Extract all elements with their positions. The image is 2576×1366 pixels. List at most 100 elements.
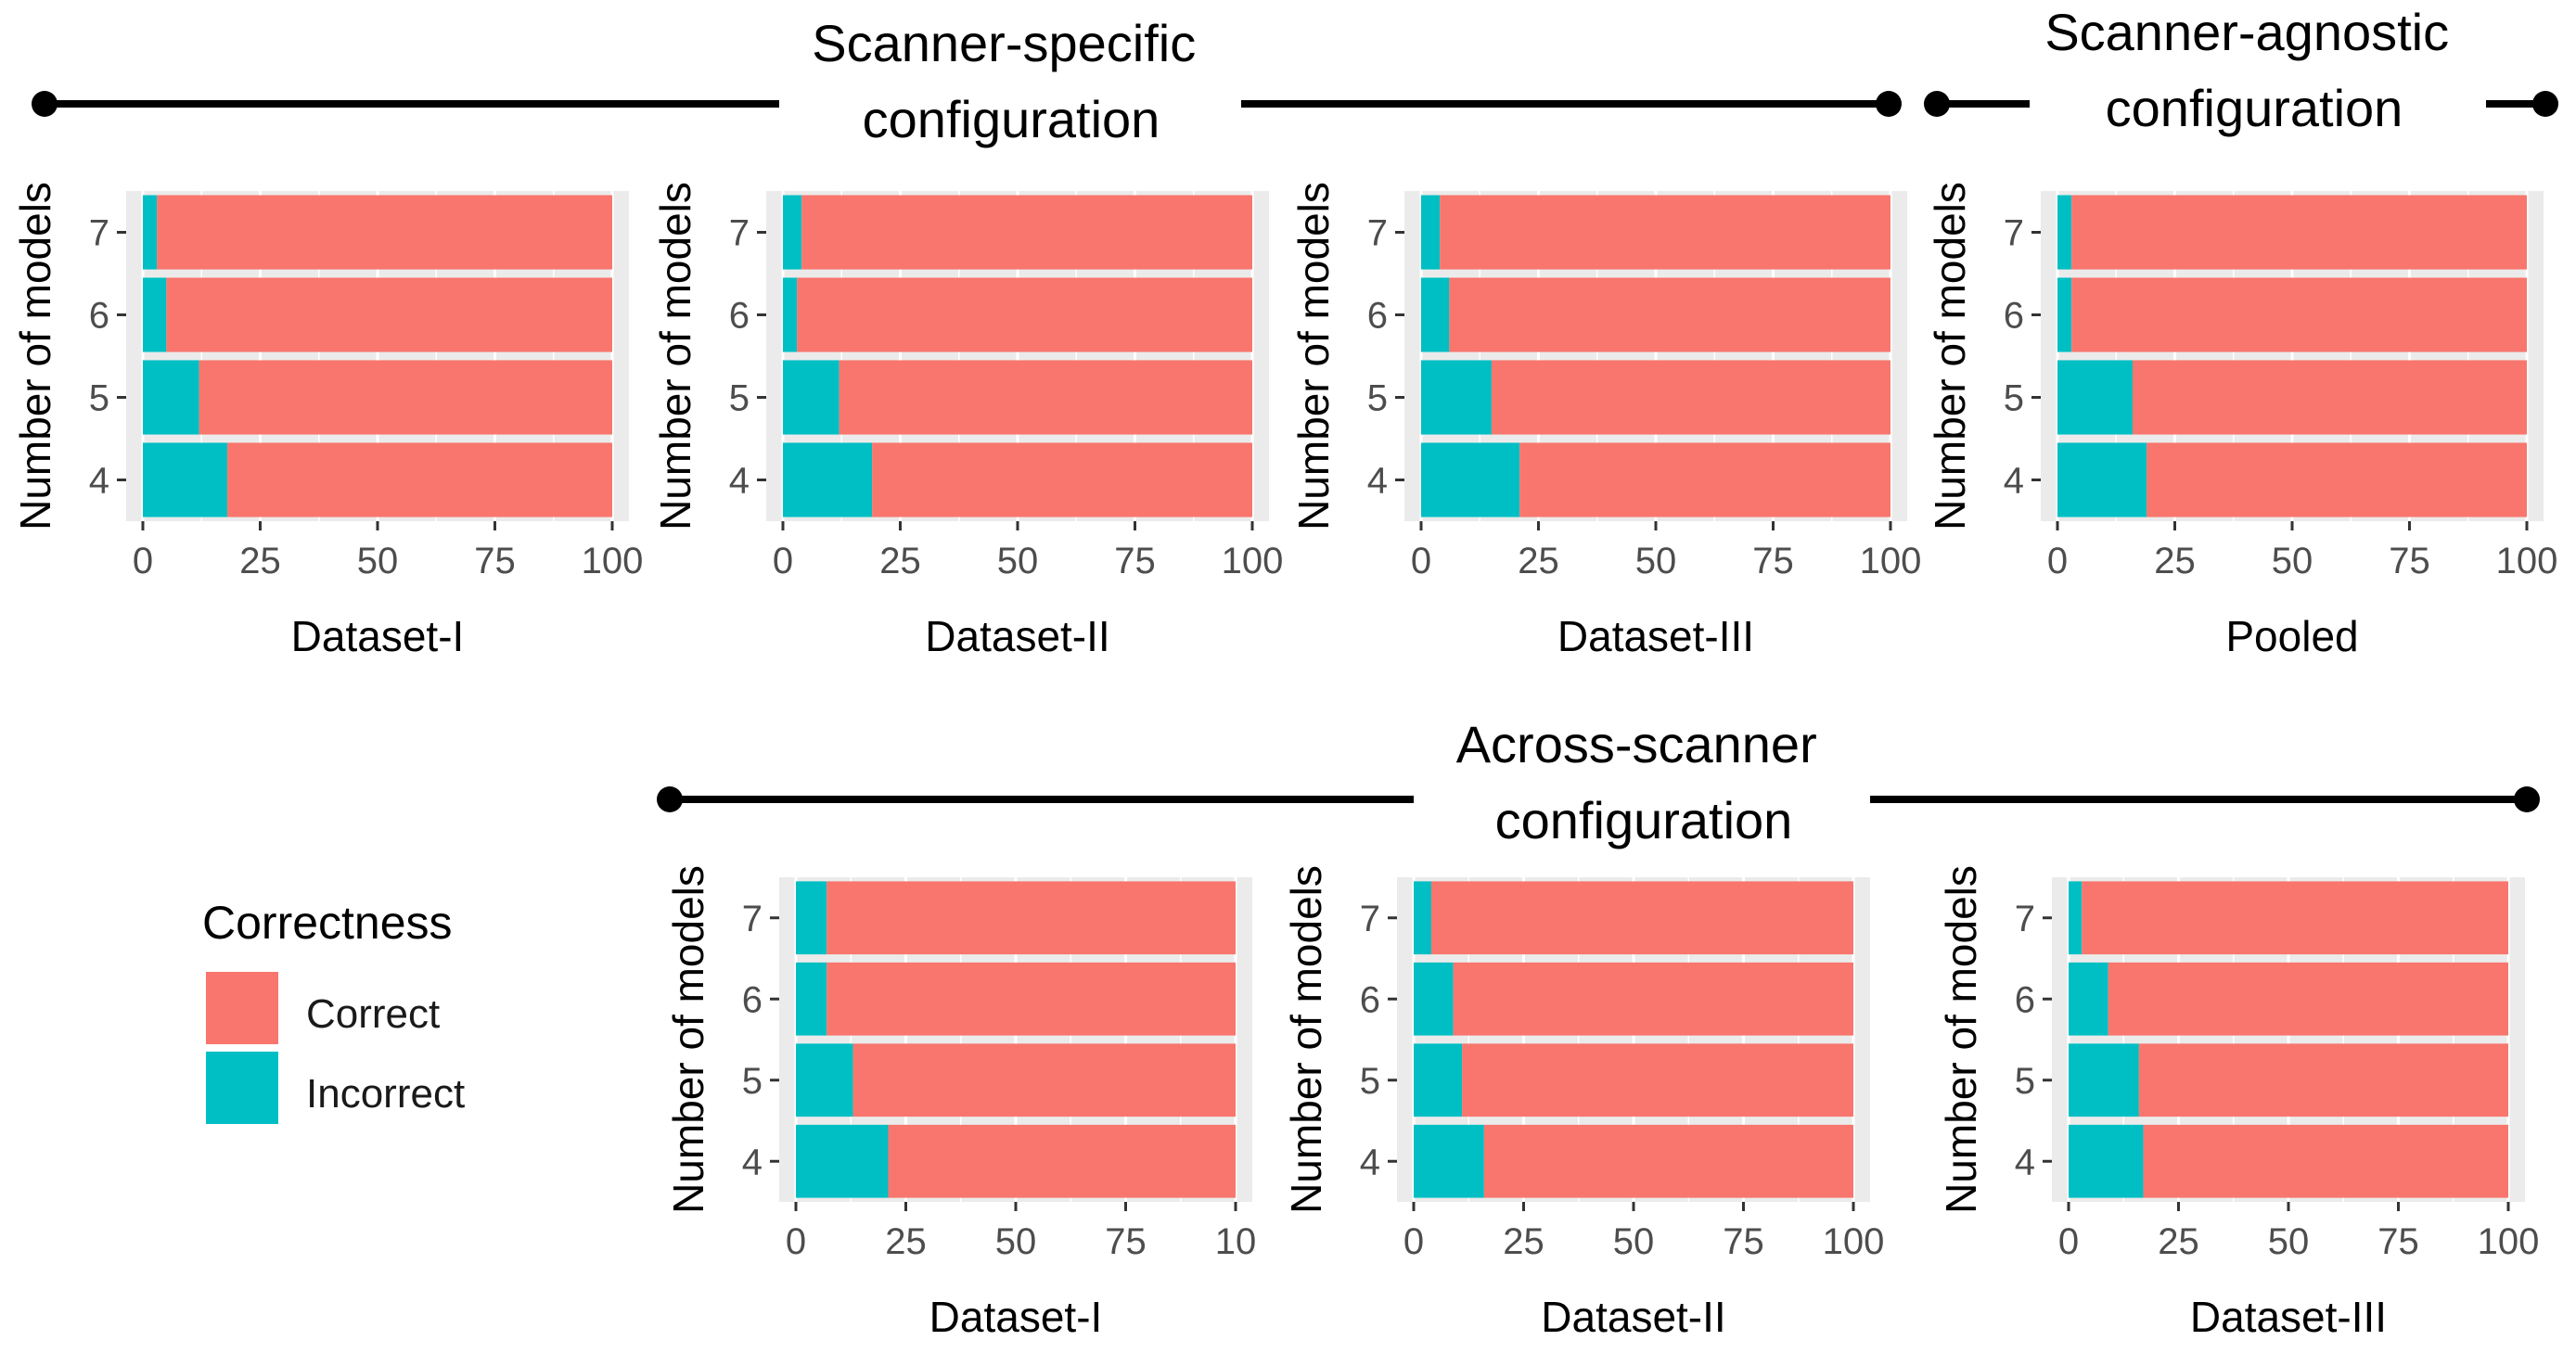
- y-axis-title: Number of models: [1289, 182, 1338, 530]
- bar-incorrect-7: [1421, 195, 1441, 270]
- bar-incorrect-6: [2069, 962, 2108, 1036]
- y-tick-label-7: 7: [742, 899, 763, 939]
- group-title-scanner-specific: Scanner-specific configuration: [812, 14, 1211, 148]
- x-tick-label: 25: [879, 541, 921, 581]
- bar-incorrect-7: [796, 881, 827, 955]
- y-tick-label-4: 4: [1360, 1142, 1380, 1182]
- bar-incorrect-4: [2057, 442, 2147, 517]
- bar-correct-6: [827, 962, 1236, 1036]
- x-tick-label: 0: [773, 541, 793, 581]
- group-title-line-2: configuration: [863, 90, 1160, 148]
- bar-incorrect-5: [143, 360, 199, 435]
- legend-label-correct: Correct: [306, 991, 440, 1037]
- bar-correct-6: [2108, 962, 2508, 1036]
- bar-incorrect-4: [1421, 442, 1520, 517]
- bar-incorrect-7: [2057, 195, 2072, 270]
- bar-correct-6: [2071, 277, 2527, 352]
- y-tick-label-4: 4: [742, 1142, 763, 1182]
- chart-panel-2: 4 5 6 7 0 25 50 75 100 Dataset-II Number of models: [651, 182, 1283, 660]
- bar-correct-5: [852, 1043, 1236, 1117]
- x-axis-title: Dataset-III: [2190, 1293, 2387, 1341]
- bar-incorrect-7: [2069, 881, 2083, 955]
- x-tick-label: 25: [885, 1221, 927, 1262]
- y-tick-label-5: 5: [2004, 378, 2024, 419]
- x-axis-title: Pooled: [2225, 612, 2358, 660]
- y-tick-label-5: 5: [729, 378, 750, 419]
- bar-incorrect-5: [1421, 360, 1492, 435]
- y-tick-label-5: 5: [89, 378, 109, 419]
- y-tick-label-4: 4: [2015, 1142, 2035, 1182]
- y-axis-title: Number of models: [11, 182, 59, 530]
- x-tick-label: 25: [239, 541, 281, 581]
- y-axis-title: Number of models: [1926, 182, 1974, 530]
- y-tick-label-7: 7: [729, 213, 750, 254]
- group-bracket-across-scanner: Across-scanner configuration: [657, 715, 2540, 849]
- x-tick-label: 100: [582, 541, 644, 581]
- group-bracket-scanner-specific: Scanner-specific configuration: [32, 14, 1902, 148]
- x-tick-label: 75: [474, 541, 516, 581]
- y-tick-label-6: 6: [1367, 296, 1388, 337]
- y-axis-title: Number of models: [1282, 865, 1330, 1214]
- x-axis-title: Dataset-I: [929, 1293, 1103, 1341]
- y-axis-title: Number of models: [664, 865, 712, 1214]
- bar-correct-5: [1491, 360, 1890, 435]
- y-tick-label-7: 7: [1367, 213, 1388, 254]
- x-tick-label: 25: [2154, 541, 2196, 581]
- y-tick-label-5: 5: [1360, 1061, 1380, 1102]
- bar-incorrect-7: [143, 195, 158, 270]
- chart-panel-1: 4 5 6 7 0 25 50 75 100 Dataset-I Number of models: [11, 182, 643, 660]
- group-title-line-1: Across-scanner: [1456, 715, 1817, 773]
- y-tick-label-7: 7: [1360, 899, 1380, 939]
- y-tick-label-4: 4: [729, 461, 750, 502]
- y-tick-label-5: 5: [742, 1061, 763, 1102]
- bar-correct-4: [1519, 442, 1890, 517]
- bar-incorrect-4: [2069, 1124, 2144, 1198]
- group-title-scanner-agnostic: Scanner-agnostic configuration: [2044, 3, 2463, 137]
- y-tick-label-6: 6: [2004, 296, 2024, 337]
- bar-incorrect-6: [2057, 277, 2072, 352]
- x-tick-label: 75: [2389, 541, 2430, 581]
- x-tick-label: 25: [1518, 541, 1559, 581]
- x-tick-label: 75: [1723, 1221, 1764, 1262]
- x-axis-title: Dataset-III: [1557, 612, 1754, 660]
- y-tick-label-6: 6: [1360, 979, 1380, 1020]
- bracket-endpoint-left: [657, 786, 683, 812]
- x-tick-label: 0: [1411, 541, 1431, 581]
- chart-panel-4: 4 5 6 7 0 25 50 75 100 Pooled Number of models: [1926, 182, 2557, 660]
- bar-correct-7: [827, 881, 1236, 955]
- x-tick-label: 50: [2268, 1221, 2310, 1262]
- bracket-endpoint-right: [1876, 91, 1902, 117]
- bar-incorrect-5: [2069, 1043, 2139, 1117]
- group-title-line-1: Scanner-specific: [812, 14, 1196, 72]
- bar-correct-7: [2071, 195, 2527, 270]
- chart-panel-6: 4 5 6 7 0 25 50 75 100 Dataset-II Number of models: [1282, 865, 1884, 1341]
- group-title-line-2: configuration: [1495, 791, 1793, 849]
- bar-incorrect-4: [143, 442, 228, 517]
- x-tick-label: 100: [2478, 1221, 2540, 1262]
- bar-incorrect-6: [783, 277, 798, 352]
- bar-correct-4: [2143, 1124, 2508, 1198]
- y-tick-label-6: 6: [89, 296, 109, 337]
- x-axis-title: Dataset-II: [925, 612, 1109, 660]
- y-tick-label-7: 7: [2004, 213, 2024, 254]
- group-title-across-scanner: Across-scanner configuration: [1456, 715, 1832, 849]
- x-tick-label: 50: [2272, 541, 2313, 581]
- bar-correct-6: [1453, 962, 1853, 1036]
- group-title-line-2: configuration: [2106, 79, 2403, 137]
- bar-incorrect-6: [796, 962, 827, 1036]
- bar-correct-6: [1449, 277, 1890, 352]
- bar-incorrect-5: [796, 1043, 853, 1117]
- bar-correct-5: [2132, 360, 2527, 435]
- x-tick-label: 0: [786, 1221, 806, 1262]
- y-tick-label-6: 6: [742, 979, 763, 1020]
- bar-correct-4: [872, 442, 1252, 517]
- x-tick-label: 100: [1823, 1221, 1885, 1262]
- bar-correct-4: [888, 1124, 1236, 1198]
- y-tick-label-7: 7: [89, 213, 109, 254]
- x-tick-label: 10: [1215, 1221, 1257, 1262]
- y-tick-label-4: 4: [2004, 461, 2024, 502]
- bracket-endpoint-right: [2514, 786, 2540, 812]
- bar-incorrect-6: [1421, 277, 1450, 352]
- bar-correct-7: [2082, 881, 2508, 955]
